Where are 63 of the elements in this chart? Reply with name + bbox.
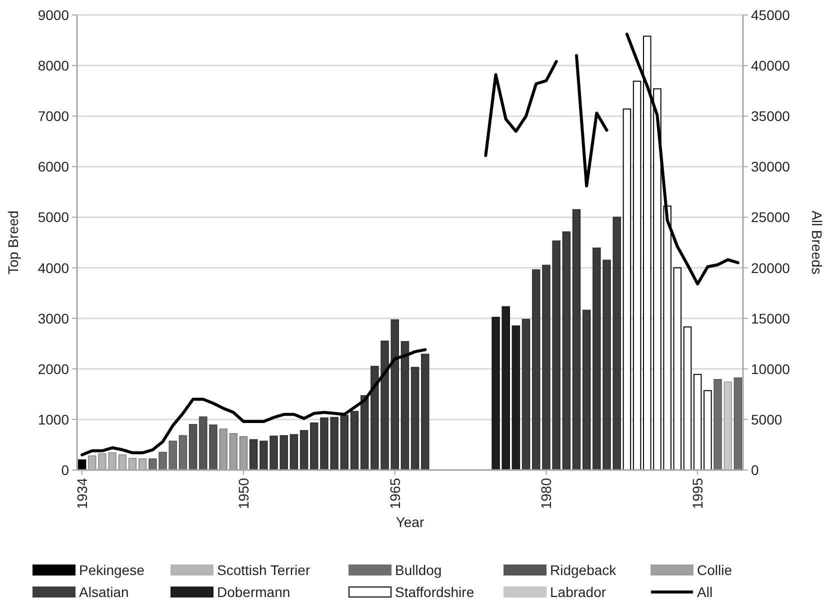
bar (683, 326, 692, 470)
bar (340, 414, 349, 470)
bar (582, 310, 591, 470)
legend-label: Staffordshire (395, 584, 474, 599)
y2-tick-label: 40000 (751, 58, 790, 74)
bar (410, 366, 420, 470)
legend-label: Ridgeback (550, 562, 618, 578)
bar (572, 209, 581, 470)
bar (360, 395, 369, 470)
bar (632, 80, 642, 470)
legend-label: Dobermann (217, 584, 290, 599)
bar (350, 410, 359, 470)
y2-tick-label: 15000 (751, 310, 790, 326)
bar (290, 434, 298, 470)
bar (673, 267, 682, 470)
y-tick-label: 1000 (38, 411, 70, 428)
y-tick-label: 0 (61, 462, 70, 478)
y-tick-label: 6000 (38, 158, 70, 175)
bar (249, 439, 258, 470)
y2-tick-label: 5000 (751, 411, 782, 428)
y-tick-label: 2000 (38, 360, 70, 377)
x-axis-title: Year (396, 514, 424, 530)
y-tick-label: 8000 (38, 58, 70, 74)
x-tick-label: 1995 (690, 478, 706, 510)
bar (421, 354, 430, 470)
bar (400, 341, 410, 470)
legend-label: Scottish Terrier (217, 562, 310, 578)
x-tick-label: 1950 (236, 478, 252, 510)
y-tick-label: 4000 (38, 260, 70, 276)
y-axis-title: Top Breed (5, 210, 21, 274)
x-tick-label: 1934 (74, 478, 90, 510)
legend-label: Bulldog (395, 562, 442, 578)
bar (178, 435, 188, 470)
y2-tick-label: 20000 (751, 260, 790, 276)
y-tick-label: 9000 (38, 7, 70, 23)
y-tick-label: 7000 (38, 108, 70, 124)
y2-tick-label: 25000 (751, 209, 790, 226)
bar (622, 108, 632, 470)
bar (704, 390, 712, 470)
y2-tick-label: 30000 (751, 158, 790, 175)
bar (118, 454, 127, 470)
bar (734, 377, 742, 470)
bar (188, 424, 198, 470)
bar (300, 430, 308, 470)
bar (693, 374, 702, 470)
legend-label: Labrador (550, 584, 606, 599)
x-tick-label: 1965 (386, 478, 403, 510)
bar (562, 231, 571, 470)
y-tick-label: 3000 (38, 310, 70, 326)
x-tick-label: 1980 (538, 478, 554, 510)
bar (512, 325, 520, 470)
y2-tick-label: 45000 (751, 7, 790, 23)
y2-tick-label: 0 (751, 462, 759, 478)
legend-label: Collie (697, 562, 732, 578)
y-tick-label: 5000 (38, 209, 70, 226)
y2-axis-title: All Breeds (809, 210, 824, 274)
y2-tick-label: 10000 (751, 360, 790, 377)
y2-tick-label: 35000 (751, 108, 790, 124)
bar (714, 379, 722, 470)
bar (522, 318, 530, 470)
legend-label: Alsatian (79, 584, 129, 599)
legend-label: Pekingese (79, 562, 145, 578)
legend-label: All (697, 584, 713, 599)
